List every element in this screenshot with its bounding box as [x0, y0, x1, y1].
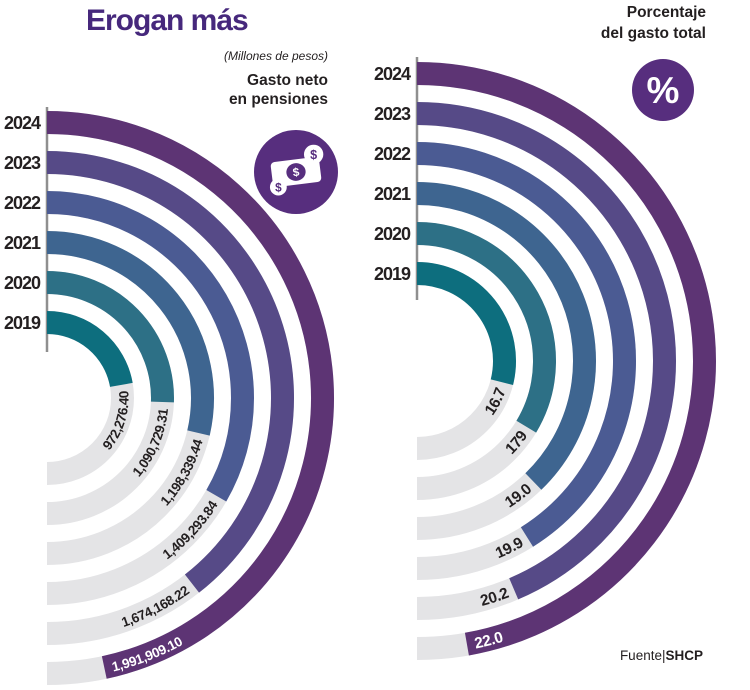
page-title: Erogan más: [86, 4, 249, 37]
right-year-label-2022: 2022: [374, 144, 411, 164]
left-year-label-2021: 2021: [4, 233, 41, 253]
left-arc-2022: [46, 191, 254, 502]
coin-top-dollar-sign: $: [310, 148, 317, 162]
left-arc-2020: [46, 271, 174, 403]
left-value-label-2021: 1,198,339.44: [158, 437, 206, 509]
right-radial-chart: 201916.72020179202119.0202219.9202320.22…: [374, 57, 716, 660]
left-arc-2024: [46, 111, 334, 679]
right-arc-2023: [416, 102, 676, 600]
source-name: SHCP: [665, 648, 703, 663]
left-arc-2021: [46, 231, 214, 436]
right-chart-title-line1: Porcentaje: [626, 4, 706, 21]
left-year-label-2020: 2020: [4, 273, 41, 293]
left-year-label-2023: 2023: [4, 153, 41, 173]
left-year-label-2024: 2024: [4, 113, 41, 133]
right-arc-2021: [416, 182, 596, 490]
right-chart-header: Porcentaje del gasto total: [601, 2, 706, 44]
right-arc-2020: [416, 222, 556, 433]
left-year-label-2022: 2022: [4, 193, 41, 213]
left-chart-title-line1: Gasto neto: [247, 72, 328, 89]
source-credit: Fuente|SHCP: [620, 648, 703, 663]
left-arc-2019: [46, 311, 133, 388]
right-chart-title-line2: del gasto total: [600, 25, 706, 42]
coin-top-right: [303, 144, 324, 165]
coin-bottom-left: [269, 178, 287, 196]
right-arc-2024: [416, 62, 716, 656]
source-prefix: Fuente|: [619, 648, 666, 663]
money-bill-icon: $ $ $: [254, 130, 338, 214]
right-year-label-2020: 2020: [374, 224, 411, 244]
percent-icon: %: [632, 59, 694, 121]
right-arc-2019: [416, 262, 516, 385]
right-arc-2022: [416, 142, 636, 547]
percent-icon-circle: [632, 59, 694, 121]
banknote-center-oval: [286, 163, 306, 181]
left-arc-2023: [46, 151, 294, 593]
left-chart-title-line2: en pensiones: [228, 91, 328, 108]
coin-bottom-dollar-sign: $: [275, 182, 282, 195]
right-year-label-2019: 2019: [374, 264, 411, 284]
banknote-dollar-sign: $: [292, 166, 301, 180]
right-value-label-2024: 22.0: [473, 629, 505, 653]
right-year-label-2023: 2023: [374, 104, 411, 124]
right-year-label-2024: 2024: [374, 64, 411, 84]
percent-symbol: %: [647, 70, 680, 111]
left-chart-header: (Millones de pesos) Gasto neto en pensio…: [224, 49, 328, 109]
left-year-label-2019: 2019: [4, 313, 41, 333]
right-year-label-2021: 2021: [374, 184, 411, 204]
left-chart-units: (Millones de pesos): [223, 49, 328, 63]
